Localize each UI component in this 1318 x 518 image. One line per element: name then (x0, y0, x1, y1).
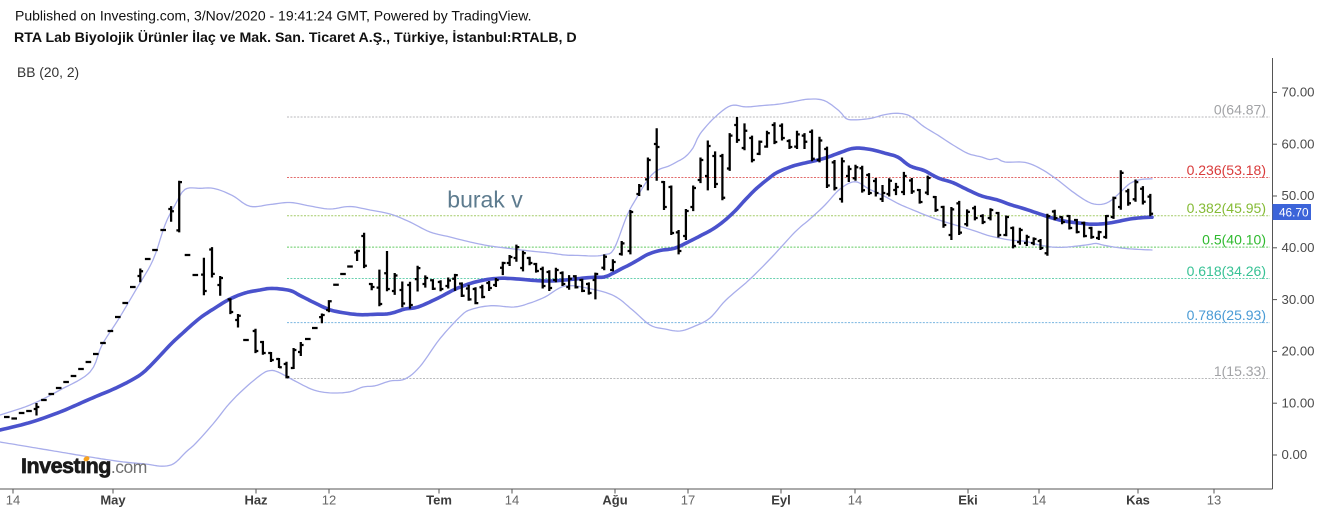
svg-text:50.00: 50.00 (1282, 188, 1315, 203)
svg-text:0.786(25.93): 0.786(25.93) (1187, 307, 1266, 323)
svg-text:60.00: 60.00 (1282, 136, 1315, 151)
svg-text:70.00: 70.00 (1282, 85, 1315, 100)
svg-text:Investıng.com: Investıng.com (21, 454, 147, 478)
svg-text:17: 17 (681, 493, 695, 508)
svg-text:20.00: 20.00 (1282, 344, 1315, 359)
svg-text:Eyl: Eyl (771, 493, 791, 508)
svg-text:BB (20, 2): BB (20, 2) (17, 65, 79, 80)
svg-text:Published on Investing.com, 3/: Published on Investing.com, 3/Nov/2020 -… (15, 8, 531, 24)
svg-text:14: 14 (1032, 493, 1046, 508)
svg-text:May: May (100, 493, 126, 508)
svg-text:RTA Lab Biyolojik Ürünler İlaç: RTA Lab Biyolojik Ürünler İlaç ve Mak. S… (14, 29, 577, 46)
svg-text:Ağu: Ağu (602, 493, 627, 508)
svg-text:0.5(40.10): 0.5(40.10) (1202, 232, 1266, 248)
svg-text:0.618(34.26): 0.618(34.26) (1187, 263, 1266, 279)
svg-text:12: 12 (322, 493, 336, 508)
svg-text:1(15.33): 1(15.33) (1214, 363, 1266, 379)
svg-text:0.00: 0.00 (1282, 447, 1308, 462)
svg-text:30.00: 30.00 (1282, 292, 1315, 307)
svg-text:Tem: Tem (426, 493, 452, 508)
svg-text:burak v: burak v (447, 187, 523, 213)
svg-text:14: 14 (848, 493, 862, 508)
svg-text:13: 13 (1207, 493, 1221, 508)
svg-text:14: 14 (6, 493, 20, 508)
svg-text:10.00: 10.00 (1282, 395, 1315, 410)
svg-text:0.382(45.95): 0.382(45.95) (1187, 200, 1266, 216)
svg-text:0(64.87): 0(64.87) (1214, 102, 1266, 118)
svg-text:Eki: Eki (958, 493, 978, 508)
svg-text:0.236(53.18): 0.236(53.18) (1187, 162, 1266, 178)
svg-text:Kas: Kas (1126, 493, 1150, 508)
svg-text:40.00: 40.00 (1282, 240, 1315, 255)
svg-text:14: 14 (505, 493, 519, 508)
svg-text:Haz: Haz (244, 493, 268, 508)
svg-text:46.70: 46.70 (1279, 205, 1309, 219)
